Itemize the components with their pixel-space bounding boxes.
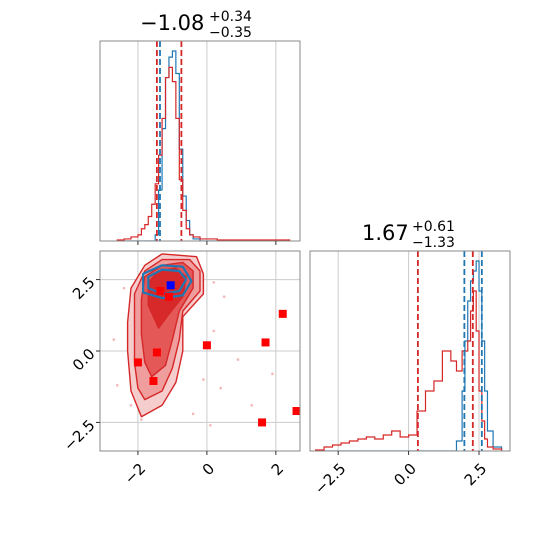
joint-density-panel: −2 0 2 −2.5 0.0 2.5 bbox=[60, 250, 301, 488]
bl-sample-point-12 bbox=[271, 372, 274, 376]
bl-ytick-label-0: −2.5 bbox=[60, 416, 98, 454]
title-bottom-right-minus: −1.33 bbox=[412, 235, 455, 251]
tl-hist-series-1 bbox=[116, 66, 291, 241]
bl-ytick-label-1: 0.0 bbox=[69, 345, 99, 375]
bl-red-marker-9 bbox=[149, 377, 158, 385]
bl-red-marker-8 bbox=[152, 348, 161, 357]
bl-sample-point-8 bbox=[222, 295, 226, 299]
bl-ytick-label-2: 2.5 bbox=[69, 273, 99, 303]
bl-sample-point-9 bbox=[112, 338, 116, 341]
bl-sample-point-10 bbox=[236, 358, 240, 361]
marginal-histogram-y: −2.5 0.0 2.5 1.67 +0.61 −1.33 bbox=[309, 219, 511, 498]
bl-sample-point-3 bbox=[202, 378, 205, 381]
marginal-histogram-x: −1.08 +0.34 −0.35 bbox=[99, 9, 301, 245]
bl-red-marker-5 bbox=[292, 407, 300, 415]
bl-xtick-label-0: −2 bbox=[121, 460, 149, 488]
bl-sample-point-2 bbox=[140, 418, 143, 421]
bl-sample-point-6 bbox=[250, 403, 254, 407]
title-top-left-median: −1.08 bbox=[140, 11, 204, 35]
bl-blue-marker bbox=[166, 281, 175, 290]
title-top-left-plus: +0.34 bbox=[209, 9, 252, 25]
bl-red-marker-4 bbox=[278, 309, 287, 318]
bl-red-marker-2 bbox=[202, 341, 211, 350]
br-xtick-label-0: −2.5 bbox=[311, 460, 349, 498]
title-top-left: −1.08 +0.34 −0.35 bbox=[140, 9, 252, 41]
bl-sample-point-14 bbox=[122, 286, 126, 290]
tl-hist-series-0 bbox=[117, 50, 290, 241]
br-hist-series-1 bbox=[315, 290, 503, 451]
bl-red-marker-7 bbox=[133, 358, 142, 367]
bl-sample-point-11 bbox=[191, 412, 195, 416]
panel-frame-bottom-right bbox=[309, 250, 511, 452]
title-bottom-right-median: 1.67 bbox=[362, 221, 409, 245]
panel-frame-top-left bbox=[99, 40, 301, 242]
bl-sample-point-13 bbox=[212, 281, 216, 284]
br-xtick-label-1: 0.0 bbox=[390, 460, 420, 490]
br-xtick-label-2: 2.5 bbox=[461, 460, 491, 490]
bl-red-marker-0 bbox=[156, 287, 165, 295]
title-bottom-right-plus: +0.61 bbox=[412, 219, 455, 235]
bl-red-marker-6 bbox=[258, 418, 267, 427]
bl-sample-point-7 bbox=[212, 329, 216, 333]
bl-red-marker-3 bbox=[261, 338, 270, 347]
title-top-left-minus: −0.35 bbox=[209, 25, 252, 41]
bl-xtick-label-2: 2 bbox=[268, 460, 287, 479]
title-bottom-right: 1.67 +0.61 −1.33 bbox=[362, 219, 455, 251]
bl-sample-point-1 bbox=[115, 383, 119, 387]
bl-sample-point-5 bbox=[219, 386, 222, 390]
bl-sample-point-0 bbox=[129, 403, 133, 407]
bl-xtick-label-1: 0 bbox=[199, 460, 218, 479]
bl-red-marker-1 bbox=[164, 292, 173, 301]
bl-sample-point-4 bbox=[209, 423, 212, 427]
